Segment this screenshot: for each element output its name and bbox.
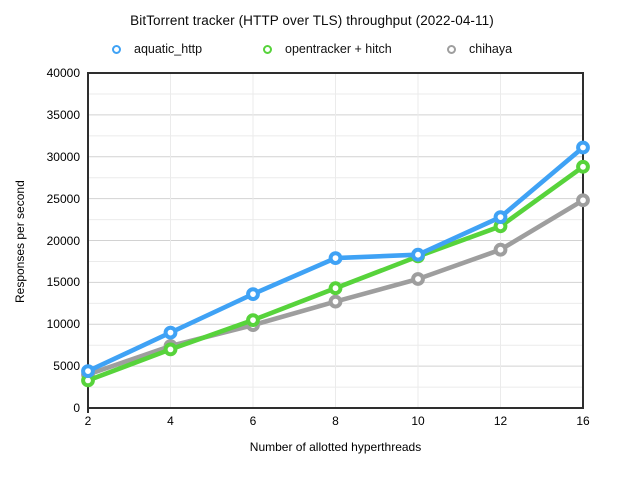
legend-label: opentracker + hitch — [285, 42, 392, 56]
data-point-opentracker-hitch-x4[interactable] — [163, 342, 178, 357]
data-point-opentracker-hitch-x16[interactable] — [576, 159, 590, 174]
y-tick-label-35000: 35000 — [46, 107, 80, 122]
chart-title: BitTorrent tracker (HTTP over TLS) throu… — [130, 13, 494, 28]
data-point-chihaya-x10[interactable] — [411, 272, 425, 286]
y-tick-label-25000: 25000 — [46, 191, 80, 206]
x-tick-label-16: 16 — [576, 414, 590, 428]
x-tick-label-8: 8 — [332, 414, 339, 428]
data-point-chihaya-x16[interactable] — [576, 193, 590, 208]
data-point-aquatic-http-x8[interactable] — [328, 251, 343, 266]
y-tick-label-15000: 15000 — [46, 275, 80, 290]
y-tick-label-30000: 30000 — [46, 149, 80, 164]
legend-item-opentracker-hitch[interactable]: opentracker + hitch — [263, 41, 392, 57]
legend-ring-icon — [263, 44, 272, 54]
y-tick-label-5000: 5000 — [53, 359, 80, 374]
data-point-opentracker-hitch-x6[interactable] — [246, 313, 260, 328]
y-tick-label-0: 0 — [73, 401, 80, 415]
y-tick-label-10000: 10000 — [46, 317, 80, 332]
legend-label: aquatic_http — [134, 42, 203, 56]
legend-item-chihaya[interactable]: chihaya — [447, 41, 512, 57]
x-tick-label-4: 4 — [167, 414, 174, 428]
legend-label: chihaya — [469, 42, 513, 56]
data-point-aquatic-http-x4[interactable] — [163, 325, 178, 340]
y-tick-label-20000: 20000 — [46, 233, 80, 248]
data-point-aquatic-http-x16[interactable] — [576, 140, 590, 155]
chart-legend: aquatic_http opentracker + hitch chihaya — [0, 41, 624, 57]
x-axis-title: Number of allotted hyperthreads — [249, 440, 422, 454]
legend-ring-icon — [447, 44, 456, 54]
y-axis-title: Responses per second — [13, 179, 27, 303]
data-point-chihaya-x12[interactable] — [493, 242, 508, 257]
legend-ring-icon — [112, 44, 121, 54]
data-point-chihaya-x8[interactable] — [328, 294, 343, 309]
data-point-aquatic-http-x2[interactable] — [81, 364, 95, 379]
data-point-opentracker-hitch-x8[interactable] — [328, 281, 343, 296]
x-tick-label-10: 10 — [411, 414, 425, 428]
x-tick-label-12: 12 — [493, 414, 508, 428]
data-point-aquatic-http-x12[interactable] — [493, 210, 508, 225]
x-tick-label-2: 2 — [84, 414, 92, 428]
data-point-aquatic-http-x10[interactable] — [411, 247, 425, 262]
x-tick-label-6: 6 — [249, 414, 257, 428]
plot-frame — [87, 72, 584, 409]
y-tick-label-40000: 40000 — [46, 66, 80, 80]
data-point-aquatic-http-x6[interactable] — [246, 287, 260, 302]
legend-item-aquatic-http[interactable]: aquatic_http — [112, 41, 202, 57]
